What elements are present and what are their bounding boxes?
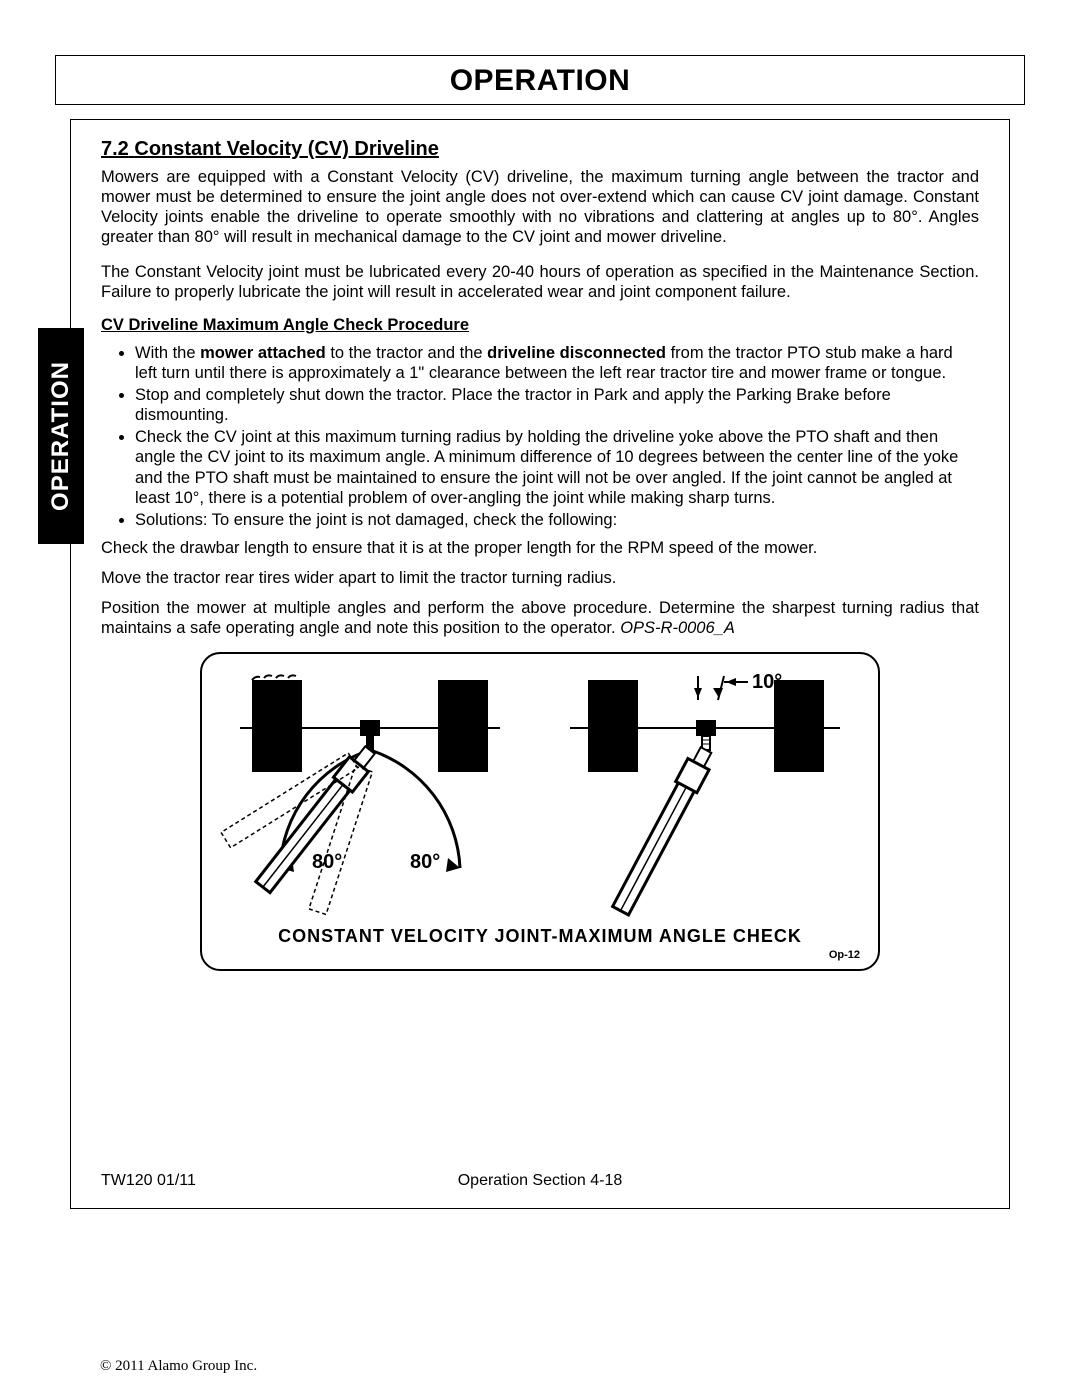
procedure-item-3: Check the CV joint at this maximum turni…: [135, 427, 979, 508]
section-para-2: The Constant Velocity joint must be lubr…: [101, 262, 979, 302]
after-para-3-text: Position the mower at multiple angles an…: [101, 599, 979, 637]
diagram-box: 80° 80°: [200, 652, 880, 971]
after-para-1: Check the drawbar length to ensure that …: [101, 538, 979, 558]
section-heading: 7.2 Constant Velocity (CV) Driveline: [101, 138, 979, 161]
procedure-item-1-bold2: driveline disconnected: [487, 344, 666, 362]
diagram-angle-left-1: 80°: [312, 851, 342, 873]
header-frame: OPERATION: [55, 55, 1025, 105]
section-title: Constant Velocity (CV) Driveline: [134, 138, 439, 160]
procedure-item-2: Stop and completely shut down the tracto…: [135, 385, 979, 425]
diagram-angle-left-2: 80°: [410, 851, 440, 873]
section-para-1: Mowers are equipped with a Constant Velo…: [101, 167, 979, 248]
procedure-item-1-bold1: mower attached: [200, 344, 326, 362]
procedure-heading: CV Driveline Maximum Angle Check Procedu…: [101, 316, 979, 335]
procedure-list: With the mower attached to the tractor a…: [101, 343, 979, 530]
procedure-item-1-mid: to the tractor and the: [326, 344, 487, 362]
after-para-3: Position the mower at multiple angles an…: [101, 598, 979, 638]
procedure-item-1-pre: With the: [135, 344, 200, 362]
diagram-angle-small: 10°: [752, 671, 782, 693]
footer-row: TW120 01/11 Operation Section 4-18: [101, 1172, 979, 1190]
procedure-item-4: Solutions: To ensure the joint is not da…: [135, 510, 979, 530]
cv-joint-diagram: 80° 80°: [220, 668, 860, 918]
page: OPERATION OPERATION 7.2 Constant Velocit…: [0, 0, 1080, 1397]
section-number: 7.2: [101, 138, 129, 160]
after-para-3-ref: OPS-R-0006_A: [620, 619, 735, 637]
diagram-wrap: 80° 80°: [200, 652, 880, 971]
diagram-caption: CONSTANT VELOCITY JOINT-MAXIMUM ANGLE CH…: [220, 926, 860, 947]
procedure-item-1: With the mower attached to the tractor a…: [135, 343, 979, 383]
page-title: OPERATION: [56, 56, 1024, 104]
footer-center: Operation Section 4-18: [101, 1172, 979, 1190]
diagram-ref: Op-12: [220, 949, 860, 961]
after-para-2: Move the tractor rear tires wider apart …: [101, 568, 979, 588]
content-frame: 7.2 Constant Velocity (CV) Driveline Mow…: [70, 119, 1010, 1209]
copyright: © 2011 Alamo Group Inc.: [100, 1358, 257, 1375]
